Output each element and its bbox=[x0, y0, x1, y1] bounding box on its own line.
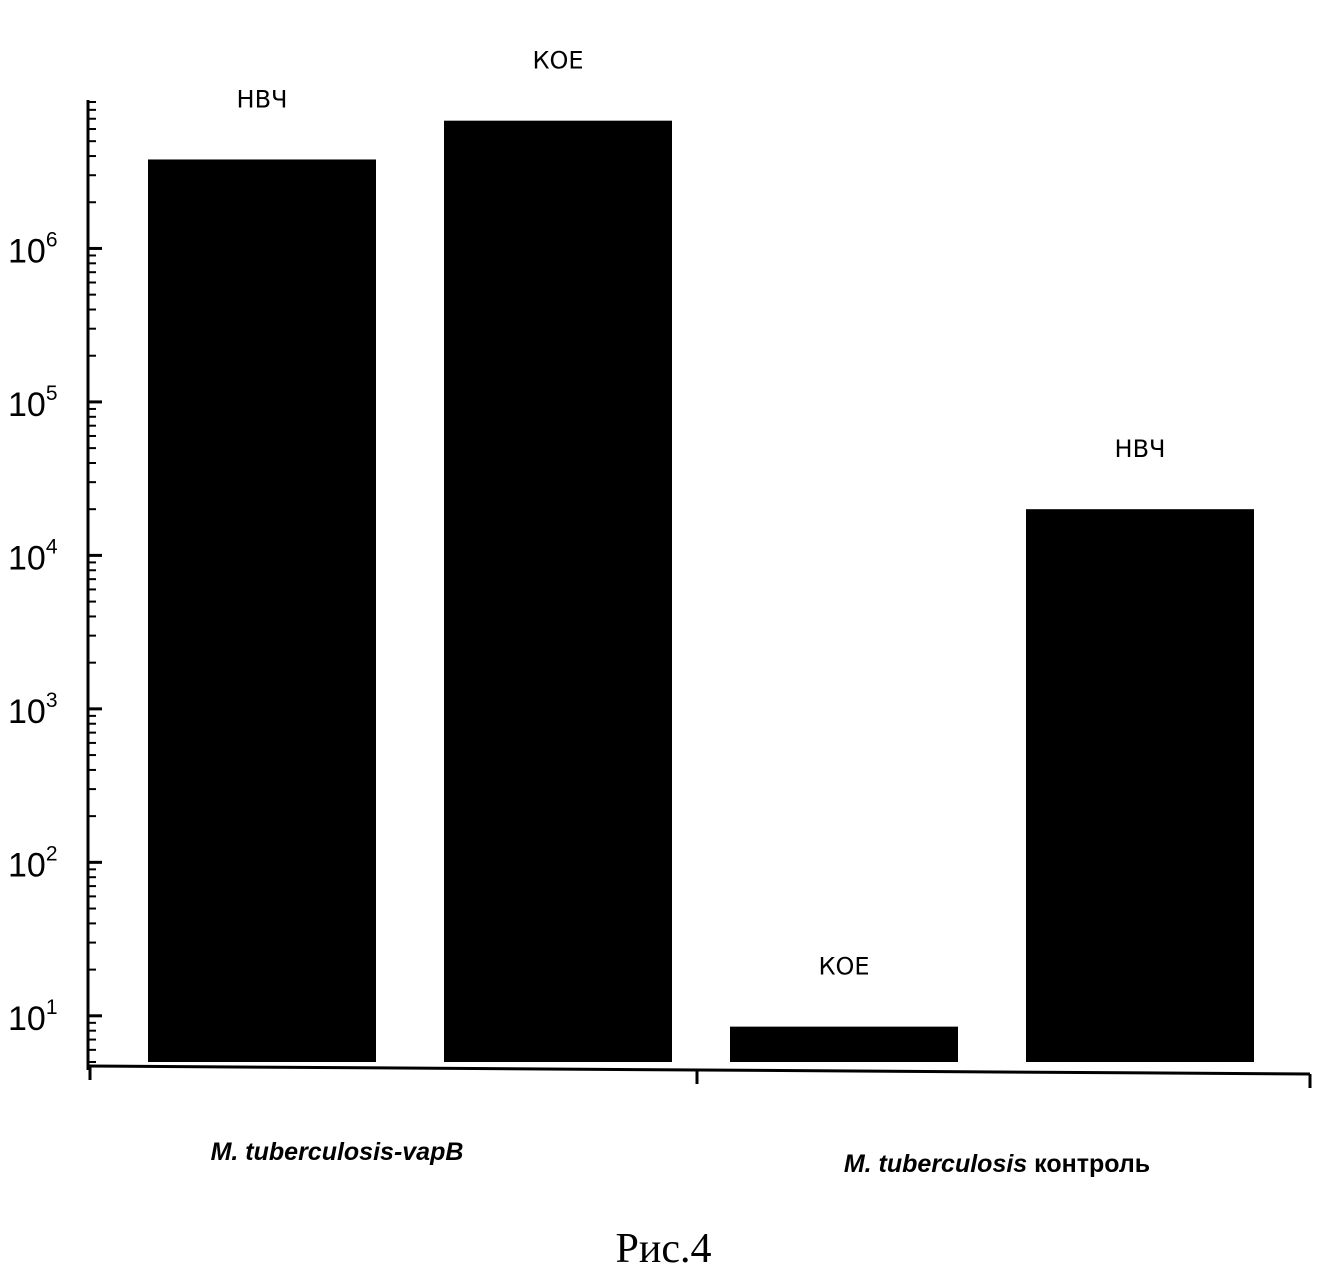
group-label-1: M. tuberculosis-vapB bbox=[211, 1138, 464, 1166]
y-tick-label: 101 bbox=[8, 996, 58, 1038]
bar-label-g1-1: НВЧ bbox=[237, 85, 288, 113]
bar-g1-2 bbox=[444, 120, 672, 1063]
bars-layer bbox=[148, 120, 1254, 1063]
y-axis: 101 102 103 104 105 106 bbox=[8, 100, 102, 1070]
group-label-2: M. tuberculosis контроль bbox=[844, 1150, 1150, 1178]
bar-label-g2-1: КОЕ bbox=[818, 953, 869, 981]
y-tick-label: 105 bbox=[8, 382, 58, 424]
figure-caption: Рис.4 bbox=[615, 1226, 712, 1272]
bar-g2-1 bbox=[730, 1026, 958, 1062]
x-axis bbox=[87, 1064, 1312, 1088]
y-tick-label: 104 bbox=[8, 535, 58, 577]
group-labels-layer: M. tuberculosis-vapB M. tuberculosis конт… bbox=[211, 1138, 1151, 1178]
x-axis-line bbox=[87, 1064, 1311, 1076]
y-tick-label: 106 bbox=[8, 228, 58, 270]
bar-label-g2-2: НВЧ bbox=[1115, 435, 1166, 463]
bar-g2-2 bbox=[1026, 509, 1254, 1062]
bar-chart: НВЧ КОЕ КОЕ НВЧ 101 102 103 104 105 106 M. tuber… bbox=[8, 47, 1312, 1178]
y-tick-label: 102 bbox=[8, 842, 58, 884]
bar-g1-1 bbox=[148, 159, 376, 1063]
y-tick-label: 103 bbox=[8, 689, 58, 731]
bar-label-g1-2: КОЕ bbox=[532, 47, 583, 75]
bar-labels-layer: НВЧ КОЕ КОЕ НВЧ bbox=[237, 47, 1166, 981]
